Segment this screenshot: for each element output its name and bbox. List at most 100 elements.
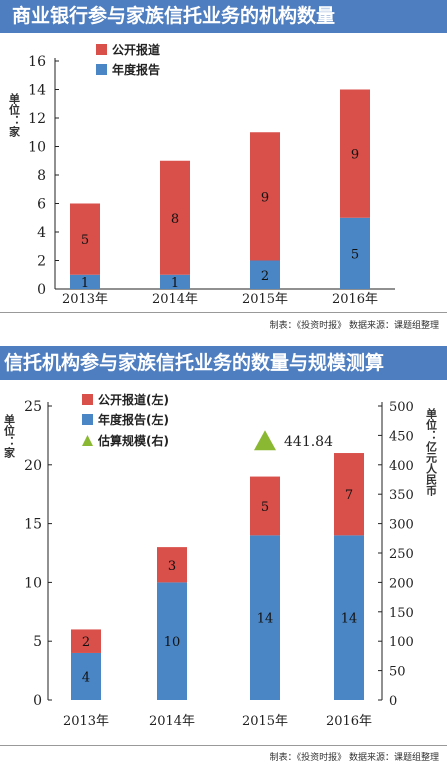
chart2-bar-public: [157, 547, 187, 583]
chart2-bar-public: [250, 476, 280, 536]
chart1-y-tick-label: 0: [37, 282, 46, 298]
chart1-bar-public: [340, 89, 370, 218]
chart2-y2-tick-label: 300: [389, 518, 414, 533]
chart1-bottom-rule: [0, 312, 447, 313]
chart2-data-label-annual: 14: [257, 612, 274, 627]
chart1-legend-public: 公开报道: [112, 42, 160, 57]
chart2-bar-annual: [334, 535, 364, 700]
chart2-bar-annual: [250, 535, 280, 700]
chart1-x-tick-label: 2015年: [242, 292, 288, 307]
chart2-y-tick-label: 10: [24, 575, 42, 591]
chart2-data-label-public: 2: [82, 635, 90, 650]
chart2-bar-annual: [71, 652, 101, 700]
chart1-bars: 1 5 1 8 2 9 5 9: [70, 89, 370, 291]
chart1-title-banner: 商业银行参与家族信托业务的机构数量: [0, 0, 447, 33]
chart2-y2-tick-label: 150: [389, 606, 414, 621]
chart1-bar-public: [70, 203, 100, 275]
chart1-legend-swatch-annual: [96, 64, 107, 75]
chart1-legend-annual: 年度报告: [112, 62, 160, 77]
chart1-y-tick-label: 12: [28, 111, 46, 127]
chart2-y2-tick-label: 400: [389, 459, 414, 474]
chart2-scale-marker-group: 441.84: [254, 430, 333, 451]
chart1-y-tick-label: 2: [37, 254, 46, 270]
chart2-legend-annual: 年度报告(左): [98, 412, 169, 427]
chart2-legend-swatch-annual: [82, 414, 93, 425]
chart1-data-label-annual: 2: [261, 269, 269, 284]
chart1-bar-public: [160, 160, 190, 275]
chart1-data-label-annual: 1: [81, 276, 89, 291]
chart2-data-label-public: 7: [345, 488, 353, 503]
chart1-source-credit: 制表：《投资时报》 数据来源：课题组整理: [269, 321, 439, 331]
chart1-x-tick-label: 2014年: [152, 292, 198, 307]
chart2-y2-tick-label: 0: [389, 694, 397, 709]
chart2-y2-tick-label: 350: [389, 488, 414, 503]
chart2-data-label-annual: 4: [82, 670, 90, 685]
chart2-y-tick-label: 20: [24, 458, 42, 474]
chart2-y2-tick-label: 200: [389, 576, 414, 591]
chart2-y-tick-label: 25: [24, 399, 42, 415]
chart2-legend: 公开报道(左) 年度报告(左) 估算规模(右): [82, 392, 169, 448]
chart2-legend-scale: 估算规模(右): [97, 433, 169, 448]
chart2-data-label-public: 5: [261, 500, 269, 515]
chart2-y-tick-label: 0: [33, 693, 42, 709]
chart1-data-label-public: 9: [351, 148, 359, 163]
chart2-y2-tick-label: 450: [389, 429, 414, 444]
chart1-data-label-public: 9: [261, 190, 269, 205]
chart2-x-labels: 2013年 2014年 2015年 2016年: [63, 714, 372, 729]
chart2-scale-value-label: 441.84: [284, 434, 333, 450]
chart2-bar-public: [71, 629, 101, 653]
chart1-legend-swatch-public: [96, 44, 107, 55]
chart2-y-tick-label: 5: [33, 634, 42, 650]
chart1-bar-annual: [160, 274, 190, 289]
chart2-bars: 4 2 10 3 14 5 14 7: [71, 453, 364, 700]
chart1-y-tick-label: 16: [28, 54, 46, 70]
chart2-legend-triangle-icon: [82, 435, 93, 446]
chart2-legend-swatch-public: [82, 394, 93, 405]
chart1-data-label-annual: 1: [171, 276, 179, 291]
chart1-y-ticks: 0 2 4 6 8 10 12 14 16: [28, 54, 59, 298]
chart1-y-tick-label: 4: [37, 225, 46, 241]
chart2-x-tick-label: 2013年: [63, 714, 109, 729]
chart1-data-label-public: 8: [171, 212, 179, 227]
chart1-y-tick-label: 10: [28, 140, 46, 156]
chart2-x-tick-label: 2015年: [242, 714, 288, 729]
chart2-y-axis-title: 单位：家: [3, 413, 16, 459]
chart1-data-label-annual: 5: [351, 247, 359, 262]
chart1-x-tick-label: 2016年: [332, 292, 378, 307]
chart1-data-label-public: 5: [81, 233, 89, 248]
chart1-x-labels: 2013年 2014年 2015年 2016年: [62, 292, 378, 307]
chart1-axes: [54, 58, 395, 290]
chart1-bar-annual: [70, 274, 100, 289]
chart1-bar-annual: [250, 260, 280, 289]
chart2-y2-tick-label: 50: [389, 665, 406, 680]
chart2-data-label-annual: 10: [164, 635, 181, 650]
chart1-legend: 公开报道 年度报告: [96, 42, 160, 77]
chart2-bottom-rule: [0, 745, 447, 746]
chart1-y-axis-title: 单位：家: [8, 92, 21, 138]
chart2-axes: [47, 402, 383, 700]
chart2-x-tick-label: 2014年: [149, 714, 195, 729]
chart2-title-banner: 信托机构参与家族信托业务的数量与规模测算: [0, 346, 447, 380]
chart2-y2-tick-label: 500: [389, 400, 414, 415]
chart1-y-tick-label: 14: [28, 83, 46, 99]
chart2-y2-axis-title: 单位：亿元人民币: [425, 407, 438, 497]
chart2-x-tick-label: 2016年: [326, 714, 372, 729]
chart1-y-tick-label: 6: [37, 197, 46, 213]
chart2-scale-triangle-icon: [254, 430, 276, 451]
chart2-data-label-public: 3: [168, 559, 176, 574]
chart2-y2-tick-label: 100: [389, 635, 414, 650]
chart2-y2-tick-label: 250: [389, 547, 414, 562]
chart2-y-tick-label: 15: [24, 517, 42, 533]
chart2-y-ticks: 0 5 10 15 20 25: [24, 399, 52, 709]
chart1-y-tick-label: 8: [37, 168, 46, 184]
chart2-y2-ticks: 0 50 100 150 200 250 300 350 400 450 500: [378, 400, 414, 709]
chart2-source-credit: 制表：《投资时报》 数据来源：课题组整理: [269, 753, 439, 763]
chart1-x-tick-label: 2013年: [62, 292, 108, 307]
chart1-bar-public: [250, 132, 280, 261]
chart1-bar-annual: [340, 217, 370, 289]
chart2-bar-annual: [157, 582, 187, 700]
chart2-legend-public: 公开报道(左): [98, 392, 169, 407]
chart2-bar-public: [334, 453, 364, 536]
